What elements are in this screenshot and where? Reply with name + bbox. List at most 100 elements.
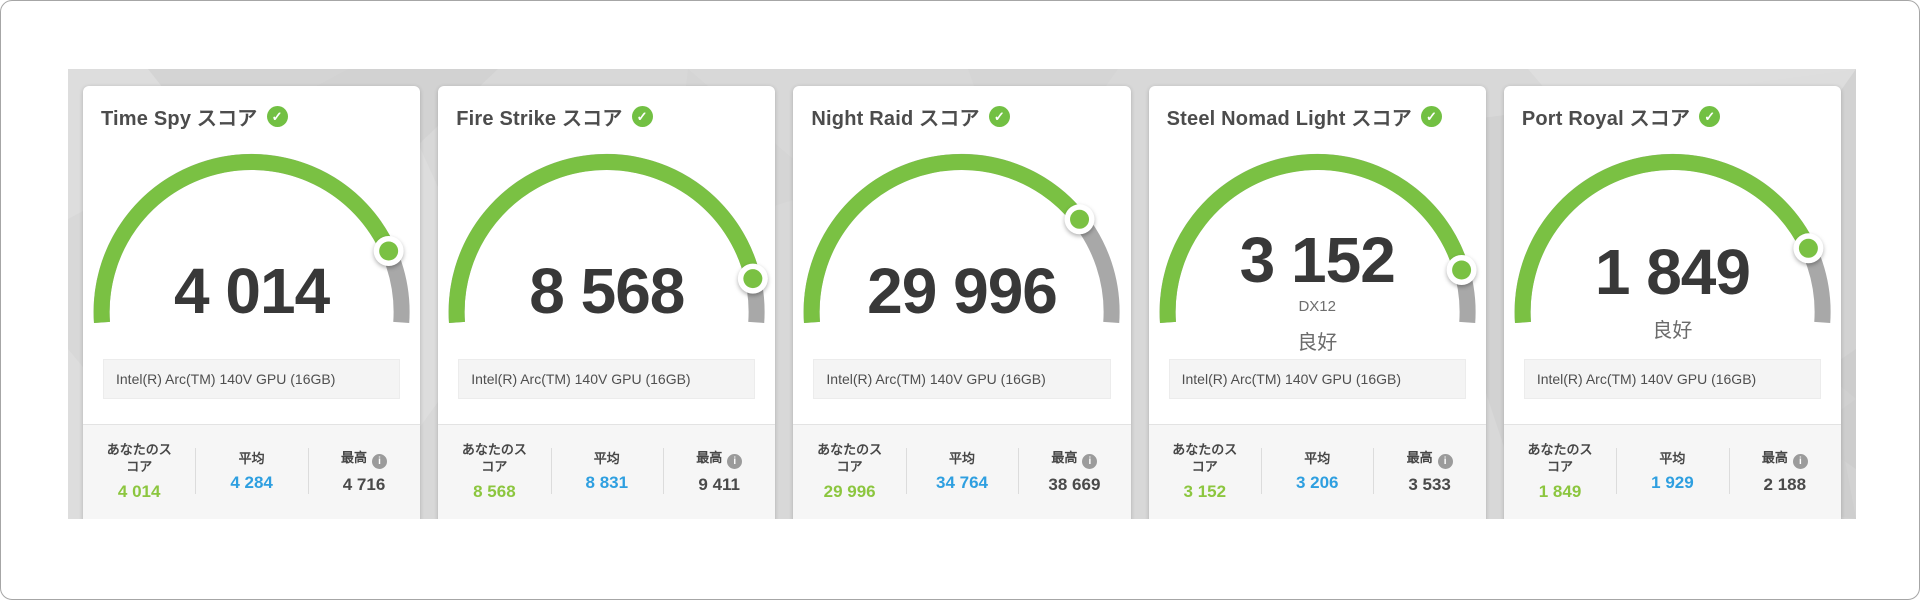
info-icon[interactable]: i: [372, 453, 388, 469]
info-icon[interactable]: i: [1082, 453, 1098, 469]
gpu-name: Intel(R) Arc(TM) 140V GPU (16GB): [116, 371, 336, 387]
card-title: Night Raid スコア: [811, 108, 980, 130]
gauge-value-arc: [804, 154, 1087, 324]
stat-your-score: あなたのスコア 8 568: [438, 425, 550, 517]
score-block: 1 849 良好: [1504, 216, 1841, 366]
stat-average-label: 平均: [1659, 450, 1686, 466]
stat-best: 最高 i 3 533: [1373, 425, 1485, 517]
score-gauge: [93, 154, 410, 324]
stat-best-value: 9 411: [698, 474, 741, 494]
gauge-value-arc: [1159, 154, 1469, 324]
stat-best: 最高 i 9 411: [663, 425, 775, 517]
gauge-value-arc: [1514, 154, 1816, 324]
stat-best-label: 最高 i: [696, 449, 743, 469]
benchmark-cards-row: Time Spy スコア ✓ 4 014 Intel(R) Arc(TM) 14…: [68, 69, 1856, 519]
card-header: Steel Nomad Light スコア ✓: [1167, 102, 1472, 131]
score-api-label: DX12: [1298, 297, 1336, 315]
info-icon[interactable]: i: [727, 453, 743, 469]
card-header: Time Spy スコア ✓: [101, 102, 406, 131]
stat-average: 平均 8 831: [550, 425, 663, 517]
stats-row: あなたのスコア 8 568 平均 8 831 最高 i 9 411: [438, 424, 776, 519]
stat-average-value: 1 929: [1651, 473, 1694, 493]
stat-your-score: あなたのスコア 1 849: [1504, 425, 1616, 517]
gpu-name: Intel(R) Arc(TM) 140V GPU (16GB): [826, 371, 1046, 387]
score-gauge: [1159, 154, 1477, 324]
check-icon: ✓: [1425, 108, 1437, 124]
stat-best: 最高 i 4 716: [307, 425, 420, 517]
info-icon[interactable]: i: [1437, 453, 1453, 469]
check-badge-icon: ✓: [631, 106, 653, 127]
score-block: 8 568: [438, 216, 775, 366]
score-grade-label: 良好: [1297, 331, 1338, 354]
card-title: Port Royal スコア: [1521, 108, 1691, 130]
score-gauge: [448, 154, 769, 324]
card-header: Fire Strike スコア ✓: [456, 102, 761, 131]
check-badge-icon: ✓: [1420, 106, 1442, 127]
gauge-marker-dot: [743, 269, 763, 289]
stat-average: 平均 34 764: [905, 425, 1018, 517]
benchmark-card-port-royal: Port Royal スコア ✓ 1 849 良好 Intel(R) Arc(T…: [1503, 86, 1842, 519]
stat-best-value: 4 716: [342, 474, 386, 494]
check-icon: ✓: [993, 108, 1005, 124]
gpu-name: Intel(R) Arc(TM) 140V GPU (16GB): [1536, 371, 1757, 387]
stat-your-score-label: あなたのスコア: [106, 442, 172, 474]
stats-row: あなたのスコア 29 996 平均 34 764 最高 i 38 669: [793, 424, 1131, 519]
content-band: Time Spy スコア ✓ 4 014 Intel(R) Arc(TM) 14…: [68, 69, 1856, 519]
score-value: 8 568: [529, 255, 685, 327]
stat-average-value: 34 764: [936, 473, 989, 493]
stat-best-label-text: 最高: [1051, 449, 1078, 465]
card-header: Night Raid スコア ✓: [811, 102, 1116, 131]
score-value: 1 849: [1594, 235, 1751, 308]
stat-your-score-label: あなたのスコア: [817, 442, 883, 474]
gauge-marker-dot: [1451, 260, 1471, 280]
stat-your-score: あなたのスコア 4 014: [83, 425, 195, 517]
gauge-marker-dot: [1798, 238, 1818, 258]
gpu-name-box: Intel(R) Arc(TM) 140V GPU (16GB): [1168, 359, 1466, 399]
score-grade-label: 良好: [1652, 319, 1693, 342]
card-title: Fire Strike スコア: [456, 108, 623, 130]
score-block: 29 996: [793, 216, 1130, 366]
stat-best-label: 最高 i: [1762, 450, 1808, 469]
stat-your-score-value: 29 996: [823, 481, 876, 501]
gauge-marker-dot: [1070, 209, 1090, 229]
gauge-value-arc: [93, 154, 396, 324]
check-badge-icon: ✓: [1699, 106, 1721, 127]
stat-average-label: 平均: [1304, 450, 1331, 466]
gpu-name-box: Intel(R) Arc(TM) 140V GPU (16GB): [103, 359, 401, 399]
gpu-name-box: Intel(R) Arc(TM) 140V GPU (16GB): [1523, 359, 1822, 399]
card-title: Time Spy スコア: [101, 108, 258, 130]
info-icon[interactable]: i: [1792, 453, 1808, 469]
stat-best-label: 最高 i: [1407, 450, 1453, 469]
stat-your-score-label: あなたのスコア: [1527, 442, 1593, 474]
stat-average-label: 平均: [238, 450, 265, 466]
gauge-marker-dot: [379, 241, 399, 261]
stat-your-score-value: 1 849: [1538, 481, 1582, 501]
stat-average: 平均 3 206: [1261, 425, 1373, 517]
card-header: Port Royal スコア ✓: [1522, 102, 1827, 131]
stat-your-score-label: あなたのスコア: [461, 442, 527, 474]
check-icon: ✓: [1704, 108, 1716, 124]
score-block: 4 014: [83, 216, 420, 366]
stat-average: 平均 1 929: [1616, 425, 1728, 517]
card-title: Steel Nomad Light スコア: [1166, 108, 1412, 130]
stat-your-score: あなたのスコア 3 152: [1149, 425, 1261, 517]
stat-average-value: 3 206: [1295, 473, 1339, 493]
stat-best: 最高 i 38 669: [1018, 425, 1130, 517]
stat-best-value: 2 188: [1763, 474, 1807, 494]
benchmark-card-steel-nomad-light: Steel Nomad Light スコア ✓ 3 152 DX12 良好 In…: [1148, 86, 1486, 519]
stat-best-label-text: 最高: [341, 449, 368, 465]
stats-row: あなたのスコア 3 152 平均 3 206 最高 i 3 533: [1148, 424, 1486, 519]
stat-best-label: 最高 i: [341, 449, 388, 469]
score-value: 4 014: [174, 255, 330, 327]
stat-average: 平均 4 284: [195, 425, 307, 517]
gauge-value-arc: [448, 154, 761, 324]
stat-average-label: 平均: [593, 450, 620, 466]
gpu-name-box: Intel(R) Arc(TM) 140V GPU (16GB): [813, 359, 1111, 399]
stat-best-value: 38 669: [1048, 474, 1101, 494]
stat-best-label-text: 最高: [696, 449, 723, 465]
stats-row: あなたのスコア 1 849 平均 1 929 最高 i 2 188: [1503, 424, 1842, 519]
stat-best: 最高 i 2 188: [1728, 425, 1841, 517]
check-icon: ✓: [636, 108, 648, 124]
stat-best-label-text: 最高: [1761, 449, 1788, 465]
